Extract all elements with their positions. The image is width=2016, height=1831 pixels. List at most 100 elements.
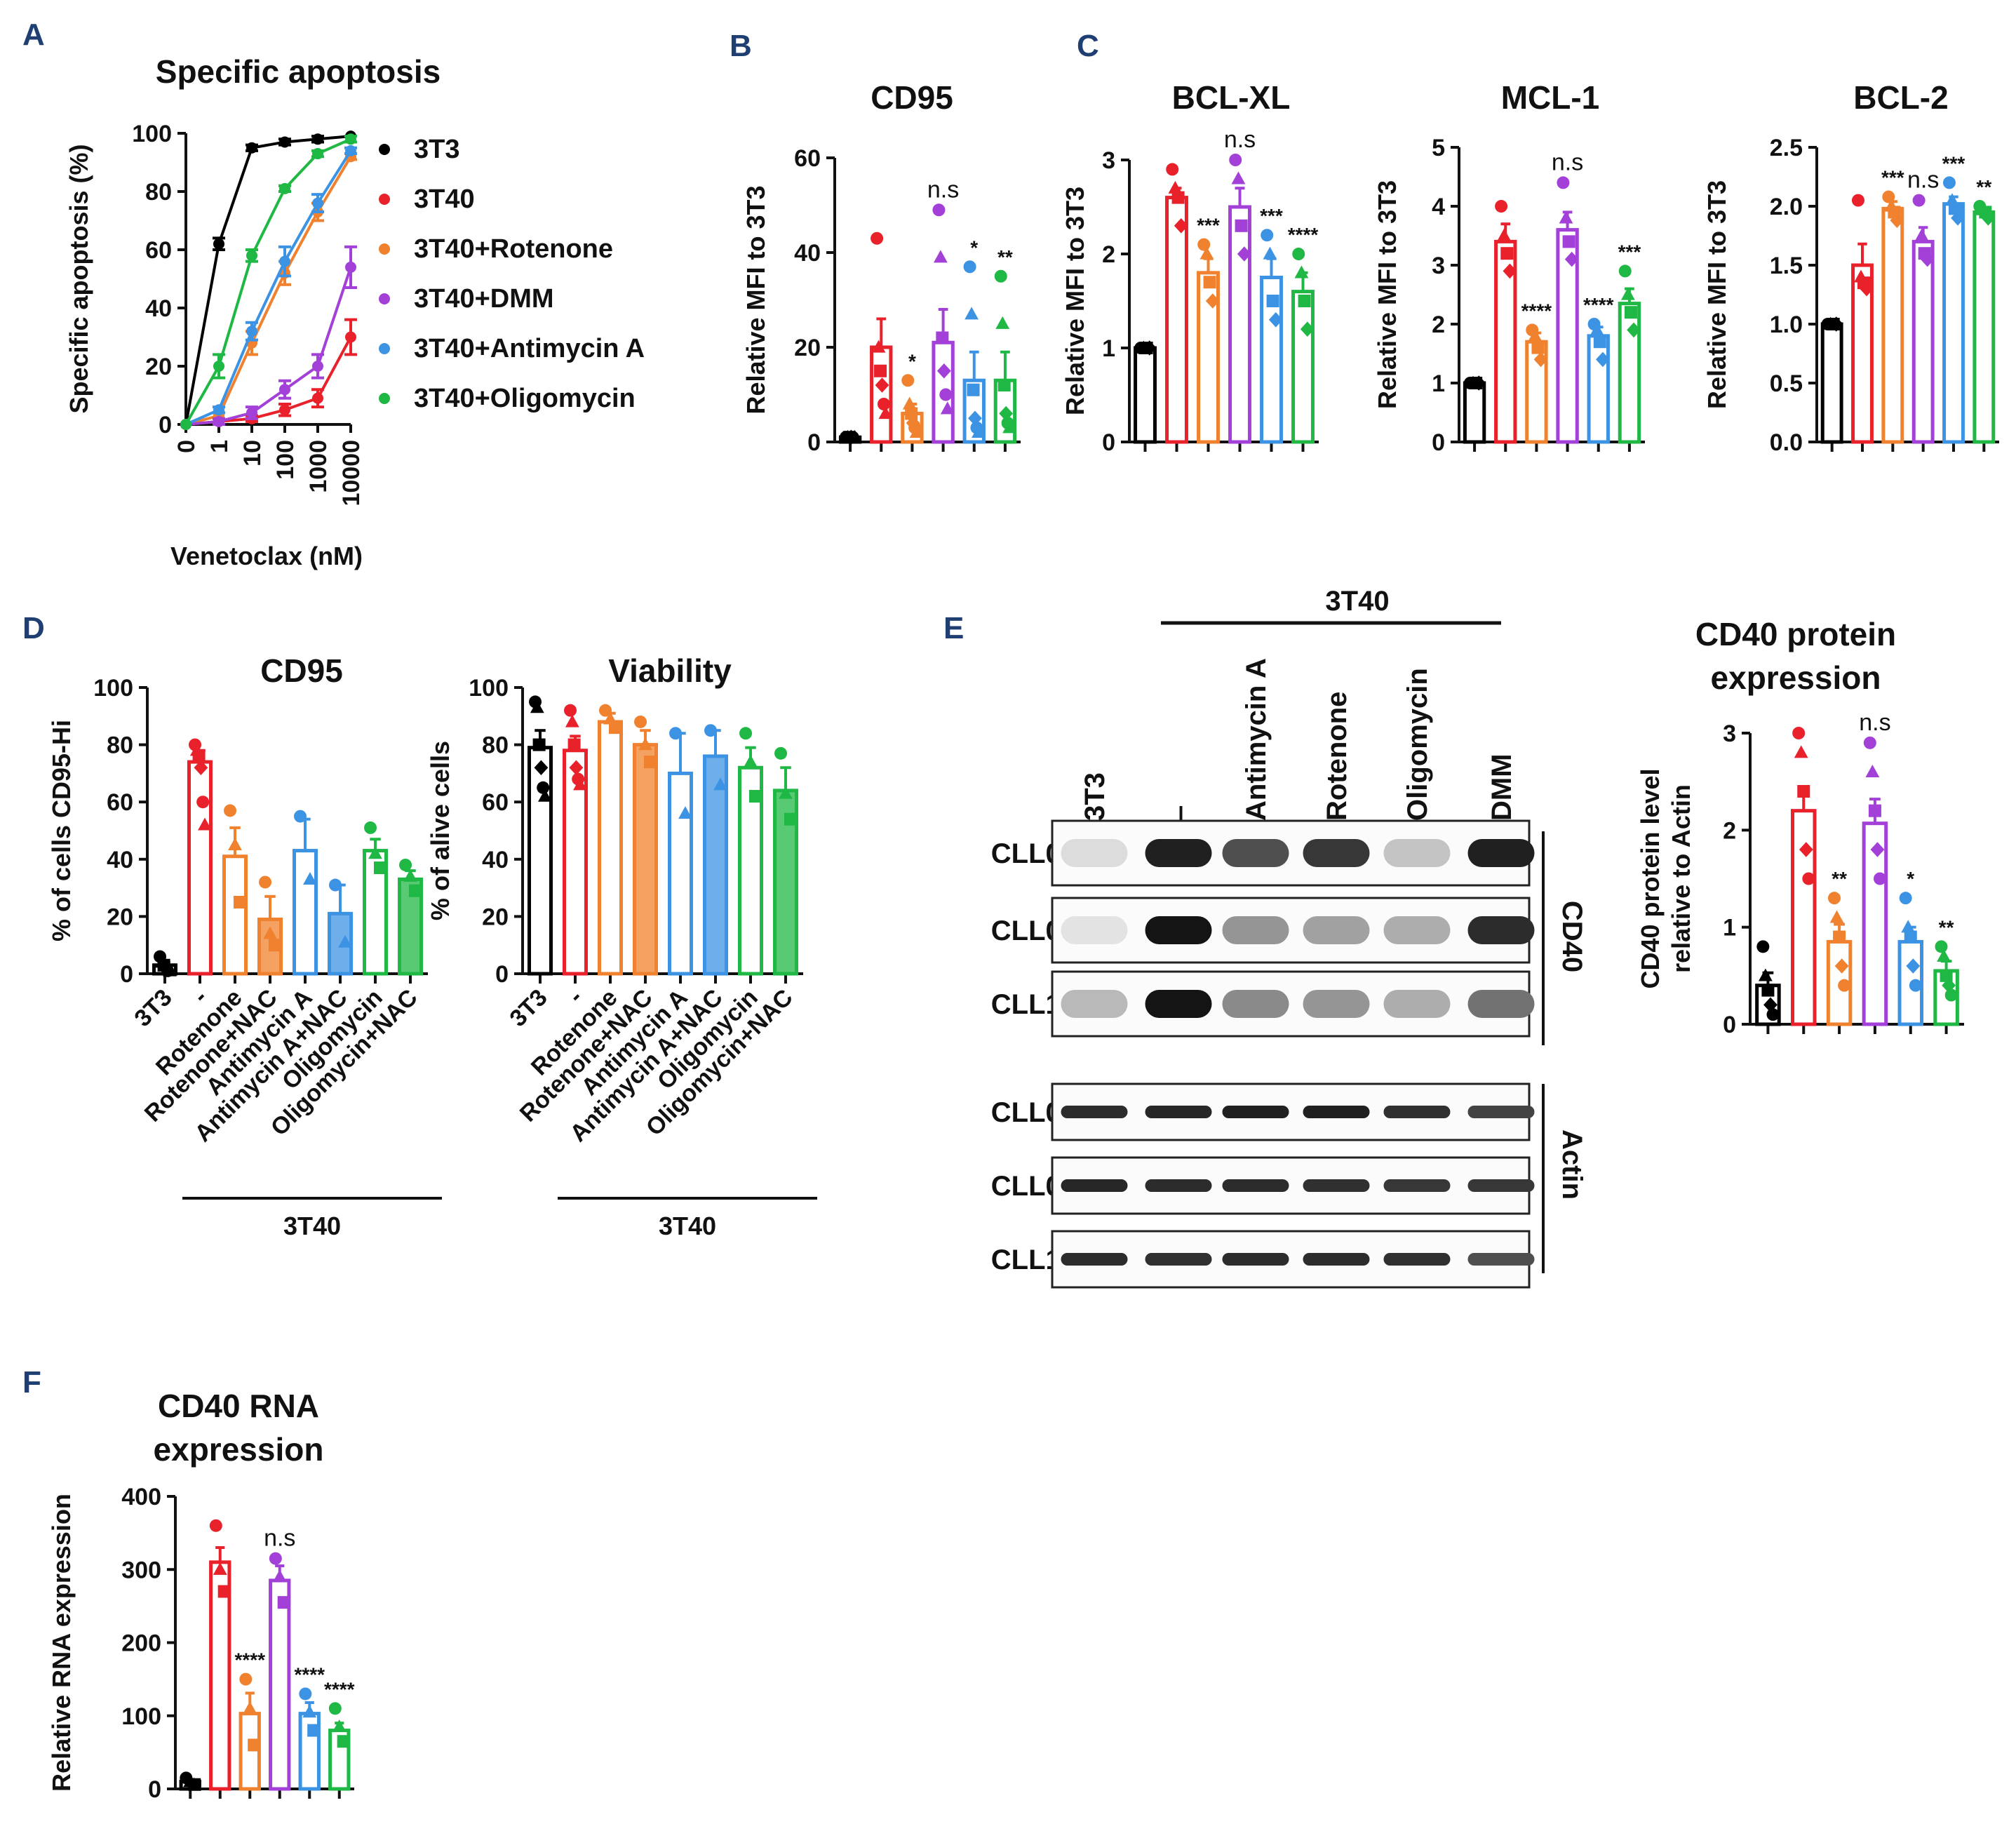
y-tick-label: 200	[121, 1630, 161, 1657]
chart-title-line: CD40 protein	[1695, 616, 1896, 652]
chart-bcl-2: BCL-2 Relative MFI to 3T3 0.0 0.5 1.0 1.5 2.0 2…	[1702, 79, 1999, 456]
data-point	[1268, 312, 1283, 328]
wb-band	[1383, 839, 1451, 867]
data-point	[902, 396, 917, 410]
bar	[1291, 290, 1315, 444]
y-axis-label: Relative RNA expression	[47, 1494, 76, 1792]
ns-label: n.s	[1859, 709, 1890, 736]
bar	[1228, 205, 1251, 444]
y-axis-label: Specific apoptosis (%)	[65, 144, 93, 413]
data-point	[246, 142, 257, 154]
significance-label: **	[1976, 176, 1991, 198]
chart-title: Viability	[608, 652, 732, 689]
data-point	[217, 1585, 231, 1598]
y-tick-label: 400	[121, 1484, 161, 1510]
data-point	[279, 255, 290, 267]
data-point	[1761, 984, 1775, 997]
y-axis-label: Relative MFI to 3T3	[1373, 180, 1402, 409]
data-point	[532, 738, 546, 751]
data-point	[1142, 340, 1157, 356]
data-point	[744, 754, 758, 767]
data-point	[243, 1701, 257, 1714]
data-point	[1564, 251, 1579, 267]
data-point	[1562, 235, 1575, 248]
wb-band	[1467, 1106, 1535, 1118]
data-point	[279, 404, 290, 416]
wb-lane-label: Oligomycin	[1402, 668, 1433, 821]
significance-label: **	[997, 246, 1013, 268]
data-point	[678, 806, 692, 819]
data-point	[302, 1705, 317, 1718]
data-point	[1261, 229, 1274, 242]
y-tick-label: 100	[121, 1703, 161, 1730]
wb-band	[1061, 839, 1128, 867]
data-point	[1851, 194, 1864, 207]
data-point	[1197, 238, 1211, 251]
western-blot: 3T40 3T3 – Antimycin A Rotenone Oligomycin DM…	[991, 586, 1587, 1289]
bar	[668, 771, 693, 976]
data-point	[364, 821, 377, 834]
significance-label: *	[1907, 868, 1914, 890]
data-point	[1870, 842, 1885, 857]
data-point	[248, 1738, 261, 1752]
legend-label: 3T3	[414, 135, 459, 164]
data-point	[713, 777, 727, 791]
significance-label: **	[1832, 868, 1847, 890]
data-point	[1944, 988, 1958, 1002]
wb-band	[1145, 1253, 1212, 1266]
y-tick-label: 300	[121, 1557, 161, 1583]
data-point	[995, 316, 1010, 329]
bar	[1463, 381, 1486, 444]
bar	[1881, 206, 1904, 444]
data-point	[1914, 228, 1929, 241]
y-tick-label: 1	[1432, 370, 1445, 397]
data-point	[939, 388, 953, 401]
x-tick-label: 1	[206, 440, 233, 453]
significance-label: ***	[1618, 241, 1641, 262]
y-axis-label-line: CD40 protein level	[1636, 768, 1665, 988]
data-point	[1624, 306, 1637, 319]
data-point	[345, 133, 356, 145]
data-point	[784, 812, 797, 826]
data-point	[213, 1562, 227, 1575]
y-tick-label: 80	[482, 732, 509, 759]
wb-band	[1383, 1253, 1451, 1266]
data-point	[399, 858, 412, 871]
data-point	[328, 1702, 342, 1715]
wb-band	[1383, 1179, 1451, 1192]
data-point	[1909, 979, 1922, 992]
y-axis-label: Relative MFI to 3T3	[741, 185, 770, 414]
data-point	[180, 419, 191, 430]
chart-title-line: expression	[154, 1431, 324, 1468]
wb-band	[1061, 916, 1128, 944]
chart-title: CD95	[871, 79, 953, 116]
data-point	[279, 182, 290, 194]
data-point	[368, 846, 382, 859]
wb-group-label: 3T40	[1325, 586, 1389, 617]
data-point	[1495, 200, 1508, 213]
data-point	[1758, 968, 1773, 981]
wb-band	[1303, 1179, 1370, 1192]
data-point	[530, 700, 544, 713]
significance-label: ****	[324, 1678, 355, 1700]
data-point	[1942, 176, 1956, 189]
panel-letter-d: D	[22, 611, 45, 645]
x-category-label: 3T3	[129, 984, 177, 1032]
y-tick-label: 20	[794, 335, 821, 361]
data-point	[1797, 785, 1810, 798]
data-point	[1531, 341, 1545, 354]
data-point	[1794, 745, 1808, 758]
legend-marker	[379, 194, 390, 205]
data-point	[569, 760, 584, 776]
data-point	[972, 425, 986, 438]
data-point	[246, 326, 257, 337]
bar	[1618, 302, 1641, 444]
data-point	[936, 331, 949, 344]
data-point	[279, 384, 290, 396]
chart-title: MCL-1	[1501, 79, 1600, 116]
data-point	[968, 410, 982, 427]
y-tick-label: 0	[120, 961, 133, 988]
wb-band	[1467, 839, 1535, 867]
data-point	[1174, 218, 1188, 234]
